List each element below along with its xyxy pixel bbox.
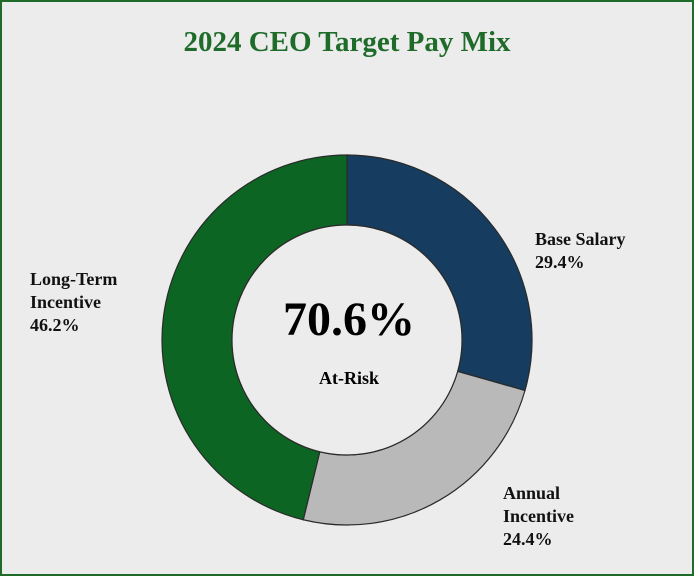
slice-label: Annual Incentive 24.4% [503, 482, 603, 551]
slice-label: Long-Term Incentive 46.2% [30, 268, 150, 337]
category-label: Annual Incentive [503, 483, 574, 526]
value-label: 29.4% [535, 252, 585, 272]
donut-hole [231, 224, 463, 456]
center-sublabel: At-Risk [318, 368, 379, 388]
chart-title: 2024 CEO Target Pay Mix [183, 26, 511, 58]
value-label: 46.2% [30, 315, 80, 335]
category-label: Long-Term Incentive [30, 269, 118, 312]
slice-label: Base Salary 29.4% [535, 228, 675, 274]
value-label: 24.4% [503, 529, 553, 549]
category-label: Base Salary [535, 229, 626, 249]
center-label: 70.6% [283, 293, 415, 346]
